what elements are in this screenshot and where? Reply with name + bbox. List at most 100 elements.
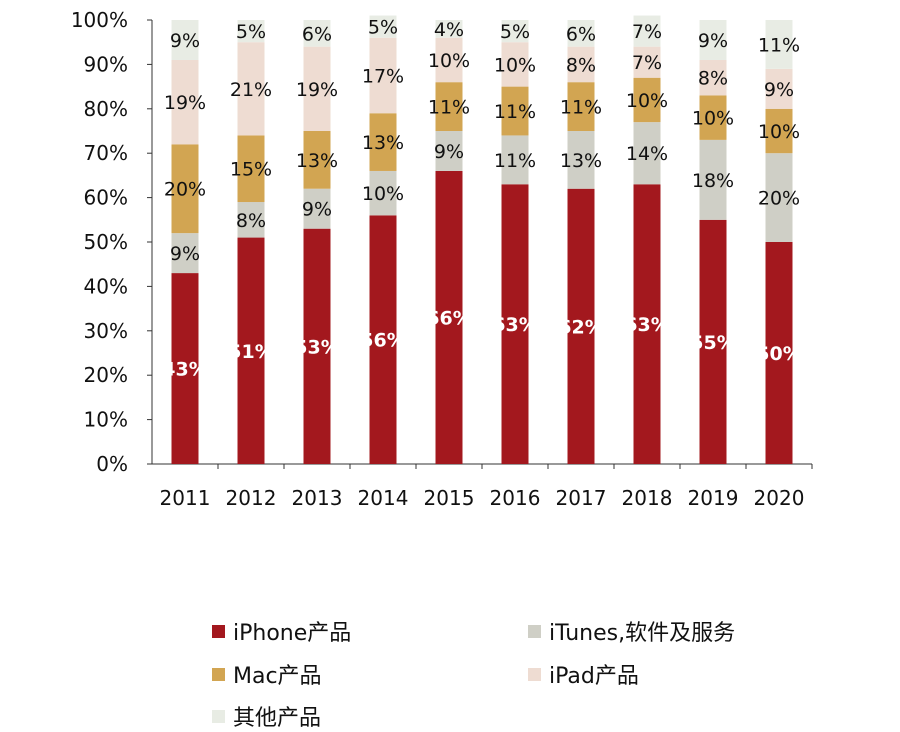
bar-segment xyxy=(501,135,529,185)
bar-segment xyxy=(237,135,265,203)
data-label: 56% xyxy=(360,330,405,352)
bar-segment xyxy=(171,59,199,145)
bar-segment xyxy=(699,219,727,464)
data-label: 8% xyxy=(236,210,266,232)
data-label: 9% xyxy=(764,79,794,101)
bar-segment xyxy=(435,37,463,83)
bar-segment xyxy=(699,20,727,60)
data-label: 9% xyxy=(170,243,200,265)
legend-swatch-other xyxy=(212,709,225,723)
y-tick-label: 50% xyxy=(84,230,128,254)
x-tick-label: 2019 xyxy=(688,486,739,510)
bar-segment xyxy=(237,42,265,136)
data-label: 19% xyxy=(296,79,338,101)
bar-segment xyxy=(369,113,397,171)
legend-item-iphone: iPhone产品 xyxy=(212,615,351,647)
bar-segment xyxy=(501,184,529,464)
data-label: 5% xyxy=(236,21,266,43)
bar-segment xyxy=(303,228,331,464)
bar-segment xyxy=(369,215,397,464)
bar-segment xyxy=(567,131,595,189)
legend-item-ipad: iPad产品 xyxy=(528,658,639,690)
bar-segment xyxy=(369,170,397,216)
data-label: 63% xyxy=(624,314,669,336)
data-label: 18% xyxy=(692,170,734,192)
bar-segment xyxy=(567,46,595,83)
x-tick-label: 2018 xyxy=(622,486,673,510)
bar-segment xyxy=(633,184,661,464)
y-tick-label: 90% xyxy=(84,52,128,76)
y-tick-label: 0% xyxy=(96,452,128,476)
legend-item-mac: Mac产品 xyxy=(212,658,322,690)
bar-segment xyxy=(699,59,727,96)
y-tick-label: 80% xyxy=(84,97,128,121)
x-tick-label: 2017 xyxy=(556,486,607,510)
data-label: 20% xyxy=(758,188,800,210)
data-label: 4% xyxy=(434,19,464,41)
data-label: 15% xyxy=(230,159,272,181)
x-tick-label: 2015 xyxy=(424,486,475,510)
data-label: 21% xyxy=(230,79,272,101)
y-tick-label: 40% xyxy=(84,274,128,298)
bar-segment xyxy=(633,122,661,185)
bar-segment xyxy=(567,82,595,131)
data-label: 62% xyxy=(558,316,603,338)
legend-label-itunes: iTunes,软件及服务 xyxy=(549,621,736,646)
data-label: 8% xyxy=(698,68,728,90)
data-label: 13% xyxy=(560,150,602,172)
data-label: 9% xyxy=(170,30,200,52)
bar-segment xyxy=(171,144,199,234)
x-tick-label: 2011 xyxy=(160,486,211,510)
x-tick-label: 2012 xyxy=(226,486,277,510)
bar-segment xyxy=(435,131,463,171)
data-label: 11% xyxy=(494,101,536,123)
bar-segment xyxy=(237,202,265,238)
legend-swatch-ipad xyxy=(528,667,541,681)
data-label: 10% xyxy=(758,121,800,143)
x-tick-label: 2014 xyxy=(358,486,409,510)
data-label: 10% xyxy=(494,54,536,76)
bar-segment xyxy=(765,20,793,69)
bar-segment xyxy=(699,139,727,220)
legend-label-other: 其他产品 xyxy=(233,706,322,731)
bar-segment xyxy=(435,170,463,464)
bar-segment xyxy=(303,20,331,47)
bar-segment xyxy=(303,131,331,189)
bar-segment xyxy=(633,15,661,47)
legend-label-mac: Mac产品 xyxy=(233,664,322,689)
data-label: 7% xyxy=(632,52,662,74)
bar-segment xyxy=(171,273,199,464)
data-label: 5% xyxy=(368,17,398,39)
bar-segment xyxy=(303,188,331,229)
data-label: 20% xyxy=(164,179,206,201)
data-label: 14% xyxy=(626,143,668,165)
bar-segment xyxy=(501,86,529,136)
bar-segment xyxy=(435,82,463,131)
data-label: 11% xyxy=(758,34,800,56)
data-label: 50% xyxy=(756,343,801,365)
bar-segment xyxy=(633,46,661,78)
legend-label-iphone: iPhone产品 xyxy=(233,621,352,646)
bar-segment xyxy=(171,20,199,60)
y-tick-label: 100% xyxy=(71,8,128,32)
data-label: 6% xyxy=(302,23,332,45)
data-label: 17% xyxy=(362,66,404,88)
y-tick-label: 20% xyxy=(84,363,128,387)
data-label: 19% xyxy=(164,92,206,114)
data-label: 11% xyxy=(560,97,602,119)
data-label: 9% xyxy=(698,30,728,52)
bar-segment xyxy=(765,242,793,464)
data-label: 11% xyxy=(494,150,536,172)
bar-segment xyxy=(237,20,265,43)
bar-segment xyxy=(633,77,661,123)
bar-segment xyxy=(567,188,595,464)
x-tick-label: 2016 xyxy=(490,486,541,510)
data-label: 10% xyxy=(626,90,668,112)
bar-segment xyxy=(369,15,397,38)
legend-label-ipad: iPad产品 xyxy=(549,664,639,689)
legend-swatch-itunes xyxy=(528,624,541,638)
bar-segment xyxy=(765,153,793,242)
bar-segment xyxy=(501,42,529,87)
data-label: 10% xyxy=(428,50,470,72)
data-label: 13% xyxy=(362,132,404,154)
